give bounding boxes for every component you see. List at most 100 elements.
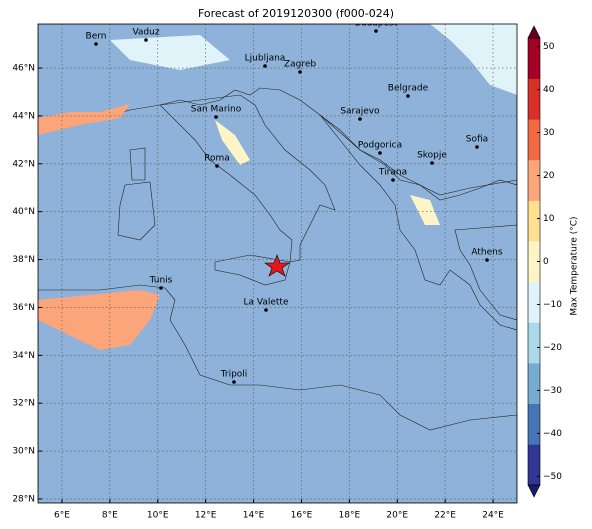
city-dot xyxy=(144,38,148,42)
colorbar-over xyxy=(527,25,541,39)
colorbar-band xyxy=(528,363,540,405)
city-label: Tirana xyxy=(378,168,407,178)
colorbar-tick-label: 40 xyxy=(543,85,555,95)
city-label: Sarajevo xyxy=(340,107,380,117)
colorbar-band xyxy=(528,281,540,323)
colorbar-tick-label: −40 xyxy=(543,429,562,439)
sardinia xyxy=(117,181,156,241)
balkans xyxy=(319,114,517,331)
colorbar-tick-label: −50 xyxy=(543,472,562,482)
location-star xyxy=(264,254,290,277)
colorbar-tick-label: 50 xyxy=(543,42,555,52)
city-label: Sofia xyxy=(466,135,488,145)
colorbar-tick-label: 30 xyxy=(543,128,555,138)
sicily xyxy=(214,254,291,286)
greek-highland xyxy=(410,195,440,225)
y-tick-label: 38°N xyxy=(12,255,35,265)
x-tick-label: 22°E xyxy=(434,511,456,521)
y-tick-label: 36°N xyxy=(12,303,35,313)
city-label: Tripoli xyxy=(220,370,248,380)
colorbar-band xyxy=(528,119,540,161)
cold-zone xyxy=(110,24,517,95)
city-dot xyxy=(94,42,98,46)
city-label: Bern xyxy=(86,32,107,42)
y-tick-label: 28°N xyxy=(12,494,35,504)
y-tick-label: 46°N xyxy=(12,64,35,74)
x-tick-label: 24°E xyxy=(482,511,504,521)
colorbar-band xyxy=(528,444,540,486)
colorbar-band xyxy=(528,200,540,242)
colorbar-band xyxy=(528,241,540,283)
colorbar-tick-label: 10 xyxy=(543,214,555,224)
colorbar: −50 −40 −30 −20 −10 0 10 20 30 40 50 Max Temperatur… xyxy=(527,25,580,498)
x-tick-label: 20°E xyxy=(386,511,408,521)
colorbar-tick-label: 0 xyxy=(543,257,549,267)
city-label: Budapest xyxy=(355,19,398,29)
city-label: Vaduz xyxy=(132,28,159,38)
colorbar-band xyxy=(528,159,540,201)
city-dot xyxy=(159,286,163,290)
city-dot xyxy=(485,258,489,262)
aegean xyxy=(454,224,517,321)
city-dot xyxy=(263,64,267,68)
y-tick-label: 44°N xyxy=(12,111,35,121)
y-tick-label: 30°N xyxy=(12,447,35,457)
colorbar-under xyxy=(527,484,541,498)
city-dot xyxy=(430,161,434,165)
x-tick-label: 14°E xyxy=(243,511,265,521)
colorbar-tick-label: −20 xyxy=(543,343,562,353)
map-frame xyxy=(37,23,518,504)
city-label: San Marino xyxy=(191,105,242,115)
city-dot xyxy=(215,164,219,168)
colorbar-tick-label: −10 xyxy=(543,300,562,310)
city-dot xyxy=(232,380,236,384)
city-label: Ljubljana xyxy=(245,54,286,64)
city-dot xyxy=(358,117,362,121)
city-dot xyxy=(374,29,378,33)
colorbar-band xyxy=(528,38,540,79)
city-dot xyxy=(298,70,302,74)
colorbar-label: Max Temperature (°C) xyxy=(570,216,580,315)
x-tick-label: 6°E xyxy=(54,511,70,521)
colorbar-band xyxy=(528,322,540,364)
city-dot xyxy=(475,145,479,149)
city-dot xyxy=(214,115,218,119)
maghreb-coast xyxy=(38,290,160,350)
colorbar-band xyxy=(528,403,540,445)
corsica xyxy=(129,147,146,181)
x-tick-label: 8°E xyxy=(102,511,118,521)
y-tick-label: 40°N xyxy=(12,207,35,217)
y-tick-label: 42°N xyxy=(12,159,35,169)
x-tick-label: 18°E xyxy=(339,511,361,521)
italy xyxy=(159,94,336,263)
city-label: Roma xyxy=(204,154,230,164)
city-label: La Valette xyxy=(244,298,289,308)
europe-land xyxy=(38,24,517,201)
colorbar-band xyxy=(528,78,540,120)
city-label: Skopje xyxy=(417,151,447,161)
colorbar-tick-label: −30 xyxy=(543,386,562,396)
x-tick-label: 16°E xyxy=(291,511,313,521)
y-tick-label: 32°N xyxy=(12,399,35,409)
y-tick-label: 34°N xyxy=(12,351,35,361)
city-dot xyxy=(264,308,268,312)
africa xyxy=(38,284,517,503)
x-tick-label: 10°E xyxy=(147,511,169,521)
city-label: Athens xyxy=(471,248,502,258)
city-label: Podgorica xyxy=(358,141,402,151)
city-dot xyxy=(391,178,395,182)
city-dot xyxy=(378,151,382,155)
x-tick-label: 12°E xyxy=(195,511,217,521)
apennines xyxy=(215,120,250,165)
city-dot xyxy=(406,94,410,98)
title: Forecast of 2019120300 (f000-024) xyxy=(198,7,394,20)
axes: 6°E 8°E 10°E 12°E 14°E 16°E 18°E 20°E 22°E 24°E 28… xyxy=(12,64,504,521)
city-label: Tunis xyxy=(149,276,173,286)
city-label: Belgrade xyxy=(388,84,429,94)
city-label: Zagreb xyxy=(284,60,316,70)
colorbar-tick-label: 20 xyxy=(543,171,555,181)
